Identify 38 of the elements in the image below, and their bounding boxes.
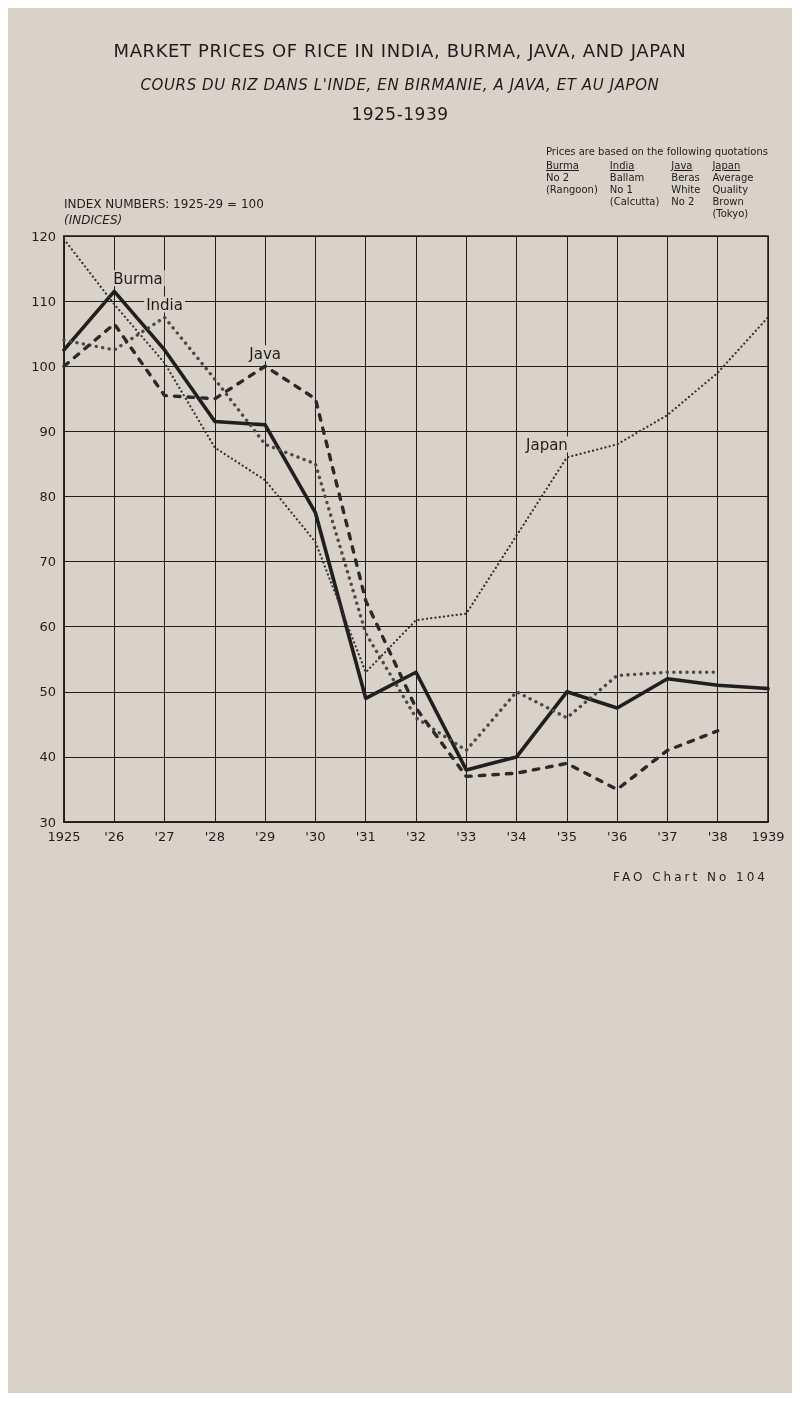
y-tick-label: 80 — [39, 488, 56, 504]
x-tick-label: '27 — [154, 829, 175, 844]
y-tick-label: 110 — [31, 293, 56, 309]
x-tick-label: '29 — [255, 829, 276, 844]
text: Japan Average Quality Brown (Tokyo) — [712, 160, 754, 220]
text: Java Beras White No 2 — [671, 160, 701, 208]
x-tick-label: '34 — [506, 829, 527, 844]
series-label: India — [146, 295, 183, 314]
x-tick-label: '38 — [707, 829, 728, 844]
y-tick-label: 40 — [39, 749, 56, 765]
x-tick-label: '32 — [405, 829, 427, 844]
series-label: Java — [248, 344, 281, 363]
y-tick-label: 90 — [39, 423, 56, 439]
y-tick-label: 70 — [39, 554, 56, 570]
text: India Ballam No 1 (Calcutta) — [609, 160, 660, 208]
chart-title: MARKET PRICES OF RICE IN INDIA, BURMA, JAVA, AND JAPAN — [112, 39, 688, 63]
y-axis-title: INDEX NUMBERS: 1925-29 = 100 (INDICES) — [64, 197, 264, 227]
x-tick-label: '31 — [355, 829, 376, 844]
series-label: Burma — [113, 269, 163, 288]
chart-subtitle: COURS DU RIZ DANS L'INDE, EN BIRMANIE, A JAVA, ET AU JAPON 1925-1939 — [140, 75, 660, 126]
text: FAO Chart No 104 — [612, 870, 769, 884]
x-tick-label: '36 — [607, 829, 628, 844]
text: Burma No 2 (Rangoon) — [545, 160, 598, 196]
series-label: Japan — [525, 435, 568, 454]
x-tick-label: '28 — [204, 829, 225, 844]
y-tick-label: 60 — [39, 619, 56, 635]
y-tick-label: 30 — [39, 814, 56, 830]
y-tick-label: 100 — [31, 358, 56, 374]
x-tick-label: 1925 — [47, 829, 81, 844]
y-tick-label: 120 — [31, 228, 56, 244]
x-tick-label: '37 — [657, 829, 678, 844]
text: Prices are based on the following quotations — [545, 146, 768, 158]
x-tick-label: 1939 — [751, 829, 785, 844]
x-tick-label: '26 — [104, 829, 125, 844]
x-tick-label: '33 — [456, 829, 477, 844]
x-tick-label: '30 — [305, 829, 326, 844]
y-tick-label: 50 — [39, 684, 56, 700]
x-tick-label: '35 — [556, 829, 577, 844]
